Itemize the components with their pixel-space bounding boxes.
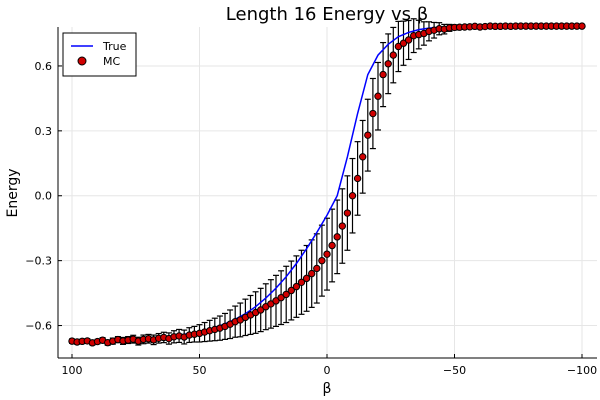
mc-point (379, 70, 387, 79)
legend-box (62, 32, 137, 77)
mc-point (389, 51, 397, 59)
mc-point (338, 222, 346, 230)
mc-point (323, 250, 331, 258)
mc-point (292, 282, 301, 291)
mc-point (384, 60, 392, 68)
mc-point (313, 264, 321, 273)
mc-point (297, 278, 306, 286)
x-tick-label: 50 (193, 364, 207, 377)
mc-point (399, 39, 408, 47)
y-tick-label: 0.6 (35, 60, 53, 73)
mc-point (348, 192, 357, 200)
mc-point (404, 36, 413, 44)
mc-point (394, 42, 403, 51)
mc-point (369, 109, 377, 118)
mc-point (282, 290, 290, 299)
series-mc-markers (68, 22, 586, 347)
legend-mc-swatch (77, 56, 87, 66)
y-tick-label: 0.3 (35, 125, 53, 138)
mc-point (333, 233, 341, 241)
y-tick-label: 0.0 (35, 190, 53, 203)
mc-point (353, 174, 362, 183)
mc-point (318, 256, 326, 265)
chart-title: Length 16 Energy vs β (226, 4, 428, 25)
x-axis-title: β (323, 381, 332, 397)
mc-point (328, 241, 336, 250)
y-tick-label: −0.3 (25, 255, 52, 268)
mc-point (374, 92, 382, 100)
mc-point (359, 153, 367, 161)
x-tick-label: −100 (567, 364, 597, 377)
y-axis-ticks: −0.6 −0.3 0.0 0.3 0.6 (25, 60, 62, 333)
mc-point (364, 131, 372, 139)
legend-mc-label: MC (103, 55, 120, 68)
mc-point (302, 274, 311, 283)
y-axis-title: Energy (5, 168, 21, 217)
mc-point (287, 286, 295, 295)
y-tick-label: −0.6 (25, 320, 52, 333)
mc-point (578, 22, 586, 30)
x-tick-label: 0 (324, 364, 331, 377)
legend-true-label: True (102, 40, 127, 53)
mc-point (272, 297, 280, 305)
x-tick-label: −50 (443, 364, 466, 377)
mc-point (257, 306, 265, 314)
mc-point (343, 209, 352, 217)
mc-point (308, 269, 316, 278)
mc-point (277, 293, 285, 302)
legend: True MC (62, 32, 137, 77)
x-tick-label: 100 (62, 364, 83, 377)
x-axis-ticks: 100 50 0 −50 −100 (62, 354, 597, 377)
